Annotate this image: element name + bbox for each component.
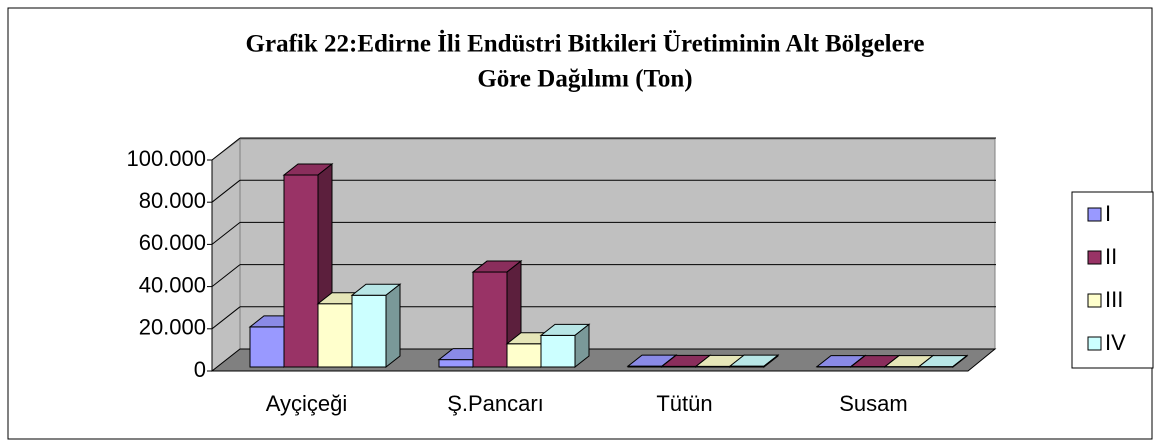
- bar-front: [351, 294, 387, 368]
- chart-title: Göre Dağılımı (Ton): [477, 66, 692, 93]
- x-tick-label: Ayçiçeği: [266, 391, 348, 416]
- legend-swatch: [1087, 250, 1102, 265]
- grid-line: [211, 179, 241, 203]
- bar-front: [283, 174, 319, 368]
- y-tick-label: 100.000: [126, 146, 206, 171]
- bar-side: [763, 354, 779, 369]
- grid-line: [211, 137, 241, 161]
- x-tick-label: Susam: [839, 391, 907, 416]
- bar-front: [249, 326, 285, 368]
- x-tick-label: Tütün: [656, 391, 712, 416]
- legend-label: I: [1105, 201, 1111, 226]
- legend-label: II: [1105, 244, 1117, 269]
- side-wall: [211, 138, 241, 373]
- y-tick-label: 80.000: [139, 188, 206, 213]
- bar-front: [438, 359, 474, 368]
- legend: [1071, 191, 1154, 369]
- bar-front: [540, 334, 576, 368]
- legend-label: IV: [1105, 330, 1126, 355]
- y-tick-label: 20.000: [139, 315, 206, 340]
- grid-line: [211, 306, 241, 330]
- bar-front: [472, 271, 508, 368]
- legend-swatch: [1087, 207, 1102, 222]
- y-tick-label: 0: [194, 357, 206, 382]
- legend-swatch: [1087, 336, 1102, 351]
- y-tick-label: 60.000: [139, 230, 206, 255]
- bar-side: [574, 323, 590, 369]
- bar-front: [317, 303, 353, 368]
- x-tick-label: Ş.Pancarı: [447, 391, 544, 416]
- legend-swatch: [1087, 293, 1102, 308]
- grid-line: [211, 222, 241, 245]
- bar-front: [506, 343, 542, 368]
- bar-side: [952, 354, 968, 369]
- bar-side: [385, 283, 401, 369]
- chart-title: Grafik 22:Edirne İli Endüstri Bitkileri …: [246, 30, 925, 58]
- grid-line: [211, 264, 241, 287]
- legend-label: III: [1105, 287, 1123, 312]
- y-tick-label: 40.000: [139, 272, 206, 297]
